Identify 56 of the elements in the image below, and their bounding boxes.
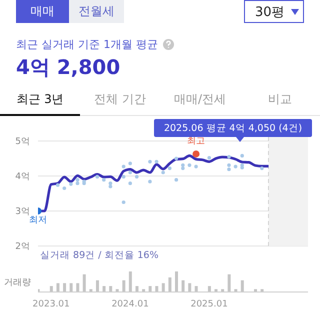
text: 전월세 — [69, 0, 124, 23]
point — [240, 154, 244, 158]
point — [128, 162, 132, 166]
point — [122, 174, 126, 178]
point — [95, 174, 100, 178]
point — [56, 183, 60, 187]
point — [148, 180, 152, 184]
point — [192, 150, 200, 158]
point — [128, 170, 132, 174]
point — [174, 156, 178, 160]
text: 비교 — [267, 91, 293, 108]
point — [227, 168, 231, 172]
point — [181, 163, 185, 167]
point — [134, 174, 139, 178]
x-tick-label: 2023.01 — [32, 299, 70, 310]
point — [128, 182, 132, 186]
x-tick-label: 2024.01 — [112, 299, 149, 310]
point — [174, 178, 178, 182]
point — [234, 164, 238, 168]
point — [227, 163, 231, 167]
text: 매매/전세 — [172, 91, 228, 108]
point — [154, 160, 158, 164]
point — [168, 166, 172, 170]
point — [122, 200, 126, 204]
text: 30평 — [255, 4, 285, 20]
point — [194, 164, 198, 168]
y-tick-label: 3억 — [15, 207, 30, 218]
text: 매매 — [16, 0, 69, 23]
text: 최근 3년 — [15, 91, 65, 108]
point — [102, 178, 106, 182]
text: 4억 2,800 — [16, 54, 120, 81]
point — [69, 182, 73, 186]
point — [122, 164, 126, 168]
point — [260, 166, 264, 170]
y-axis-title: 거래량 — [4, 277, 31, 289]
text: 최근 실거래 기준 1개월 평균 — [16, 37, 158, 52]
point — [76, 178, 80, 182]
point — [76, 182, 80, 186]
series-label: 최고 — [187, 136, 206, 146]
point — [227, 154, 231, 159]
text: 실거래 89건 / 회전율 16% — [40, 249, 158, 262]
point — [108, 184, 112, 188]
point — [181, 166, 185, 170]
point — [148, 160, 152, 164]
point — [108, 182, 112, 186]
point — [240, 166, 244, 170]
series-label: 최저 — [29, 215, 47, 226]
x-tick-label: 2025.01 — [190, 299, 228, 310]
point — [188, 163, 192, 167]
point — [207, 156, 212, 160]
point — [62, 186, 66, 190]
point — [161, 170, 165, 174]
text: 전체 기간 — [93, 91, 147, 108]
annotation: 2025.06 평균 4억 4,050 (4건) — [154, 119, 312, 137]
y-tick-label: 4억 — [15, 172, 30, 182]
y-tick-label: 5억 — [15, 137, 30, 148]
